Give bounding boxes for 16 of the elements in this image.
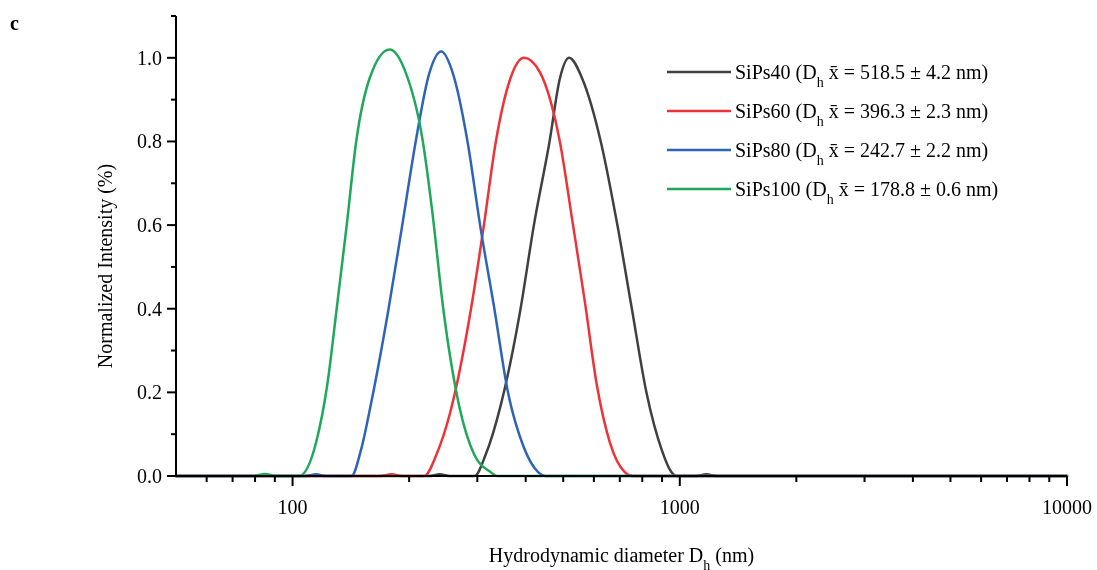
x-axis-title: Hydrodynamic diameter D$_{h}$ (nm) <box>488 544 755 570</box>
y-tick-label: 0.8 <box>137 130 162 153</box>
y-tick-label: 0.6 <box>137 214 162 237</box>
x-tick-label: 10000 <box>1042 496 1092 518</box>
x-tick-label: 100 <box>277 496 308 518</box>
legend-label: SiPs80 (D$_{h}$ x̄ = 242.7 ± 2.2 nm) <box>735 139 989 168</box>
legend-label: SiPs100 (D$_{h}$ x̄ = 178.8 ± 0.6 nm) <box>735 178 999 207</box>
text: c <box>10 12 19 34</box>
legend-label: SiPs60 (D$_{h}$ x̄ = 396.3 ± 2.3 nm) <box>735 100 989 129</box>
y-tick-label: 1.0 <box>137 46 162 69</box>
y-tick-label: 0.0 <box>137 465 162 487</box>
legend-label: SiPs40 (D$_{h}$ x̄ = 518.5 ± 4.2 nm) <box>735 61 989 90</box>
y-axis-title: Normalized Intensity (%) <box>94 163 117 369</box>
y-tick-label: 0.4 <box>137 297 162 320</box>
x-tick-label: 1000 <box>659 496 700 518</box>
y-tick-label: 0.2 <box>137 381 162 404</box>
